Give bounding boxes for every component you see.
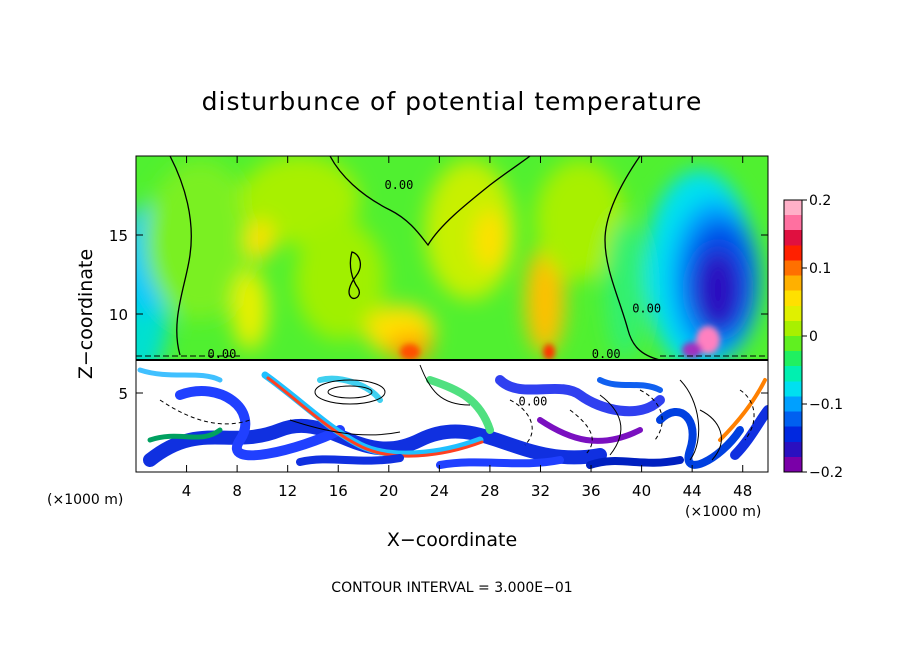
x-tick-label: 40 — [632, 482, 651, 500]
y-tick-label: 10 — [109, 306, 128, 324]
x-unit-left: (×1000 m) — [47, 492, 123, 508]
contour-interval-note: CONTOUR INTERVAL = 3.000E−01 — [331, 580, 572, 596]
x-tick-label: 48 — [733, 482, 752, 500]
field-upper-hot-spots — [400, 326, 720, 360]
zero-contour-center — [329, 156, 531, 247]
x-tick-label: 16 — [329, 482, 348, 500]
field-lower-contours — [289, 364, 722, 461]
contour-label: 0.00 — [632, 301, 661, 315]
zero-contour-loop — [348, 251, 362, 300]
field-lower-dashed-contours — [159, 389, 755, 456]
chart-title: disturbunce of potential temperature — [202, 87, 703, 116]
y-tick-label: 5 — [118, 385, 128, 403]
contour-label: 0.00 — [384, 178, 413, 192]
zero-contour-right — [604, 156, 661, 361]
field-upper-features — [136, 156, 760, 380]
contour-label: 0.00 — [207, 347, 236, 361]
contour-label: 0.00 — [592, 347, 621, 361]
zero-contour-left — [169, 156, 192, 356]
x-tick-label: 20 — [379, 482, 398, 500]
colorbar-ticks: 0.2 0.1 0 −0.1 −0.2 — [802, 193, 843, 481]
x-tick-label: 8 — [232, 482, 242, 500]
colorbar-tick-label: 0.2 — [809, 193, 831, 209]
x-tick-label: 36 — [581, 482, 600, 500]
x-tick-label: 4 — [182, 482, 192, 500]
x-axis-label: X−coordinate — [387, 529, 517, 551]
colorbar-tick-label: −0.2 — [809, 465, 843, 481]
x-tick-label: 12 — [278, 482, 297, 500]
colorbar-tick-label: 0.1 — [809, 261, 831, 277]
contour-label: 0.00 — [518, 395, 547, 409]
y-axis-ticks: 5 10 15 — [109, 227, 768, 403]
x-unit-right: (×1000 m) — [685, 504, 761, 520]
field-lower-features — [137, 367, 768, 469]
x-tick-label: 28 — [480, 482, 499, 500]
colorbar-tick-label: 0 — [809, 329, 818, 345]
x-axis-ticks: 4 8 12 16 20 24 28 32 36 40 44 48 — [182, 156, 752, 500]
contour-field — [136, 156, 768, 472]
y-axis-label: Z−coordinate — [75, 249, 97, 379]
x-tick-label: 44 — [683, 482, 702, 500]
y-tick-label: 15 — [109, 227, 128, 245]
contour-labels: 0.00 0.00 0.00 0.00 0.00 — [207, 178, 661, 408]
x-tick-label: 32 — [531, 482, 550, 500]
colorbar-tick-label: −0.1 — [809, 397, 843, 413]
colorbar — [783, 199, 803, 473]
x-tick-label: 24 — [430, 482, 449, 500]
